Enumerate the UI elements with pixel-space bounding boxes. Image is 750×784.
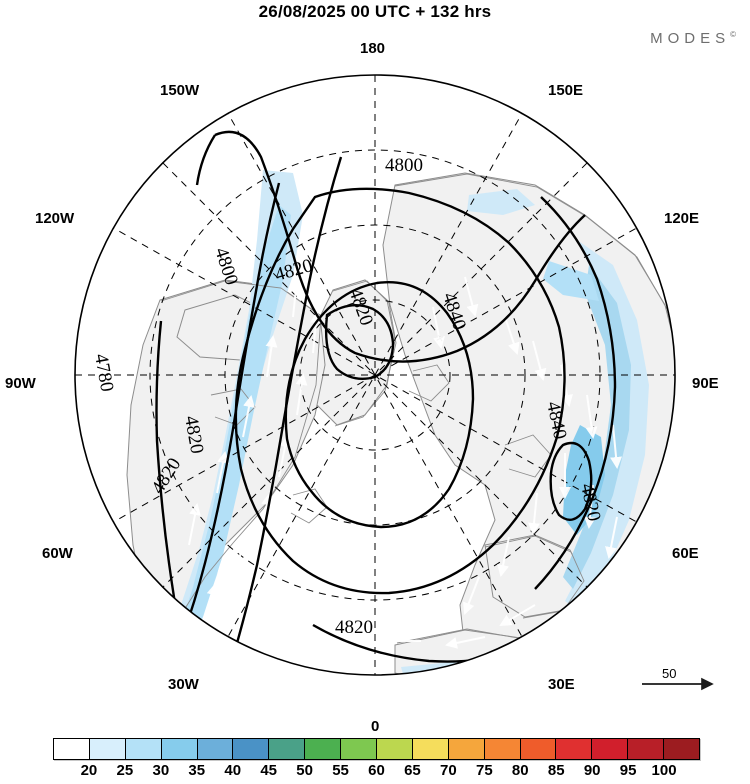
colorbar-tick-35: 35 (188, 762, 206, 779)
colorbar-cell-14 (556, 739, 593, 759)
colorbar-legend: 20 25 30 35 40 45 50 55 60 65 70 75 80 85 90 95 100 (0, 714, 750, 782)
lon-label-90e: 90E (692, 375, 719, 392)
lon-label-60e: 60E (672, 545, 699, 562)
coastline-layer (160, 173, 668, 668)
lon-label-60w: 60W (42, 545, 73, 562)
colorbar-tick-65: 65 (404, 762, 421, 779)
colorbar-cell-7 (305, 739, 342, 759)
lon-label-90w: 90W (5, 375, 36, 392)
colorbar-cell-10 (412, 739, 449, 759)
colorbar-tick-90: 90 (583, 762, 601, 779)
colorbar-cell-0 (54, 739, 90, 759)
colorbar-cell-3 (161, 739, 198, 759)
colorbar-tick-70: 70 (440, 762, 457, 779)
contour-label-4800-top: 4800 (385, 155, 423, 176)
lon-label-0: 0 (371, 718, 380, 735)
wind-scale-reference: 50 (640, 666, 730, 708)
copyright-mark: © (730, 30, 736, 39)
colorbar-cell-8 (341, 739, 378, 759)
colorbar-tick-40: 40 (224, 762, 242, 779)
contour-label-4780-sw: 4780 (102, 561, 132, 603)
colorbar-tick-100: 100 (651, 762, 677, 779)
map-boundary-circle (74, 74, 676, 676)
colorbar-cell-9 (377, 739, 413, 759)
lon-label-30w: 30W (168, 676, 199, 693)
colorbar-tick-25: 25 (116, 762, 134, 779)
lon-label-180: 180 (360, 40, 386, 57)
colorbar-cell-15 (592, 739, 629, 759)
colorbar-tick-60: 60 (368, 762, 385, 779)
colorbar-cell-16 (628, 739, 665, 759)
colorbar-cell-13 (520, 739, 557, 759)
colorbar-cell-4 (197, 739, 234, 759)
colorbar-tick-80: 80 (511, 762, 529, 779)
colorbar-cell-17 (664, 739, 700, 759)
colorbar-tick-20: 20 (80, 762, 98, 779)
colorbar-swatches (53, 738, 700, 760)
colorbar-tick-75: 75 (475, 762, 493, 779)
lon-label-150e: 150E (548, 82, 584, 99)
map-panel: 180 150W 120W 90W 60W 30W 0 30E 60E 90E … (0, 40, 750, 735)
polar-stereographic-map: 4800 4800 4780 4780 4820 4820 4820 4820 … (74, 74, 676, 676)
wind-scale-arrow-icon (642, 677, 714, 691)
brand-text: MODES (650, 30, 731, 47)
colorbar-cell-2 (125, 739, 162, 759)
lon-label-30e: 30E (548, 676, 575, 693)
colorbar-tick-50: 50 (296, 762, 313, 779)
wind-scale-label: 50 (662, 666, 677, 681)
lon-label-150w: 150W (160, 82, 200, 99)
lon-label-120w: 120W (35, 210, 75, 227)
colorbar-cell-12 (484, 739, 521, 759)
colorbar-tick-85: 85 (547, 762, 565, 779)
lon-label-120e: 120E (664, 210, 700, 227)
colorbar-cell-1 (89, 739, 126, 759)
colorbar-tick-95: 95 (619, 762, 637, 779)
modes-logo: MODES© (650, 30, 736, 47)
page-title: 26/08/2025 00 UTC + 132 hrs (258, 2, 492, 21)
colorbar-tick-45: 45 (260, 762, 277, 779)
colorbar-cell-11 (448, 739, 485, 759)
colorbar-tick-55: 55 (332, 762, 349, 779)
colorbar-cell-5 (233, 739, 270, 759)
colorbar-tick-labels: 20 25 30 35 40 45 50 55 60 65 70 75 80 85 90 95 100 (53, 762, 700, 784)
colorbar-tick-30: 30 (152, 762, 170, 779)
contour-label-4820-s: 4820 (335, 617, 373, 638)
colorbar-cell-6 (269, 739, 306, 759)
